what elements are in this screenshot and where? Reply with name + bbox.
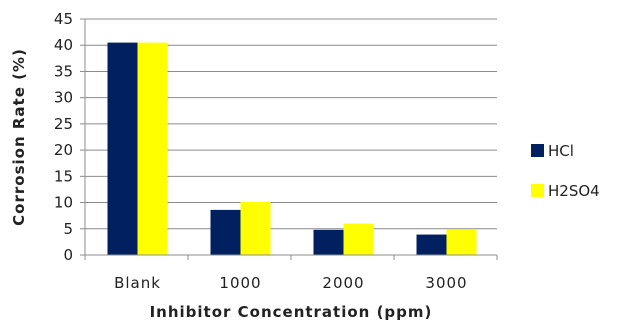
legend: HCl H2SO4 [531, 142, 600, 200]
x-axis-title: Inhibitor Concentration (ppm) [150, 303, 433, 321]
y-tick-label: 5 [63, 220, 73, 238]
bar-h2so4-1000 [240, 202, 271, 255]
bar-h2so4-3000 [446, 229, 477, 255]
y-tick-label: 30 [54, 89, 73, 107]
y-tick-label: 15 [54, 167, 73, 185]
legend-swatch-hcl [531, 144, 544, 157]
bar-h2so4-2000 [343, 223, 374, 255]
x-tick-label: 3000 [425, 274, 467, 292]
y-tick-label: 45 [54, 10, 73, 28]
y-tick-label: 35 [54, 62, 73, 80]
x-tick-label: Blank [114, 274, 161, 292]
legend-label-hcl: HCl [548, 142, 574, 160]
y-tick-label: 20 [54, 141, 73, 159]
y-tick-label: 25 [54, 115, 73, 133]
y-tick-label: 0 [63, 246, 73, 264]
y-axis-title: Corrosion Rate (%) [10, 48, 28, 226]
legend-swatch-h2so4 [531, 184, 544, 197]
bar-h2so4-blank [137, 42, 168, 255]
bar-hcl-3000 [416, 234, 447, 255]
bars [107, 42, 477, 255]
bar-hcl-1000 [210, 209, 241, 255]
x-axis-ticks: Blank 1000 2000 3000 [84, 255, 498, 292]
y-tick-label: 40 [54, 36, 73, 54]
legend-label-h2so4: H2SO4 [548, 182, 600, 200]
bar-hcl-2000 [313, 229, 344, 255]
y-tick-label: 10 [54, 194, 73, 212]
y-axis-ticks: 0 5 10 15 20 25 30 35 40 45 [54, 10, 86, 264]
x-tick-label: 2000 [322, 274, 364, 292]
x-tick-label: 1000 [219, 274, 261, 292]
bar-hcl-blank [107, 42, 138, 255]
